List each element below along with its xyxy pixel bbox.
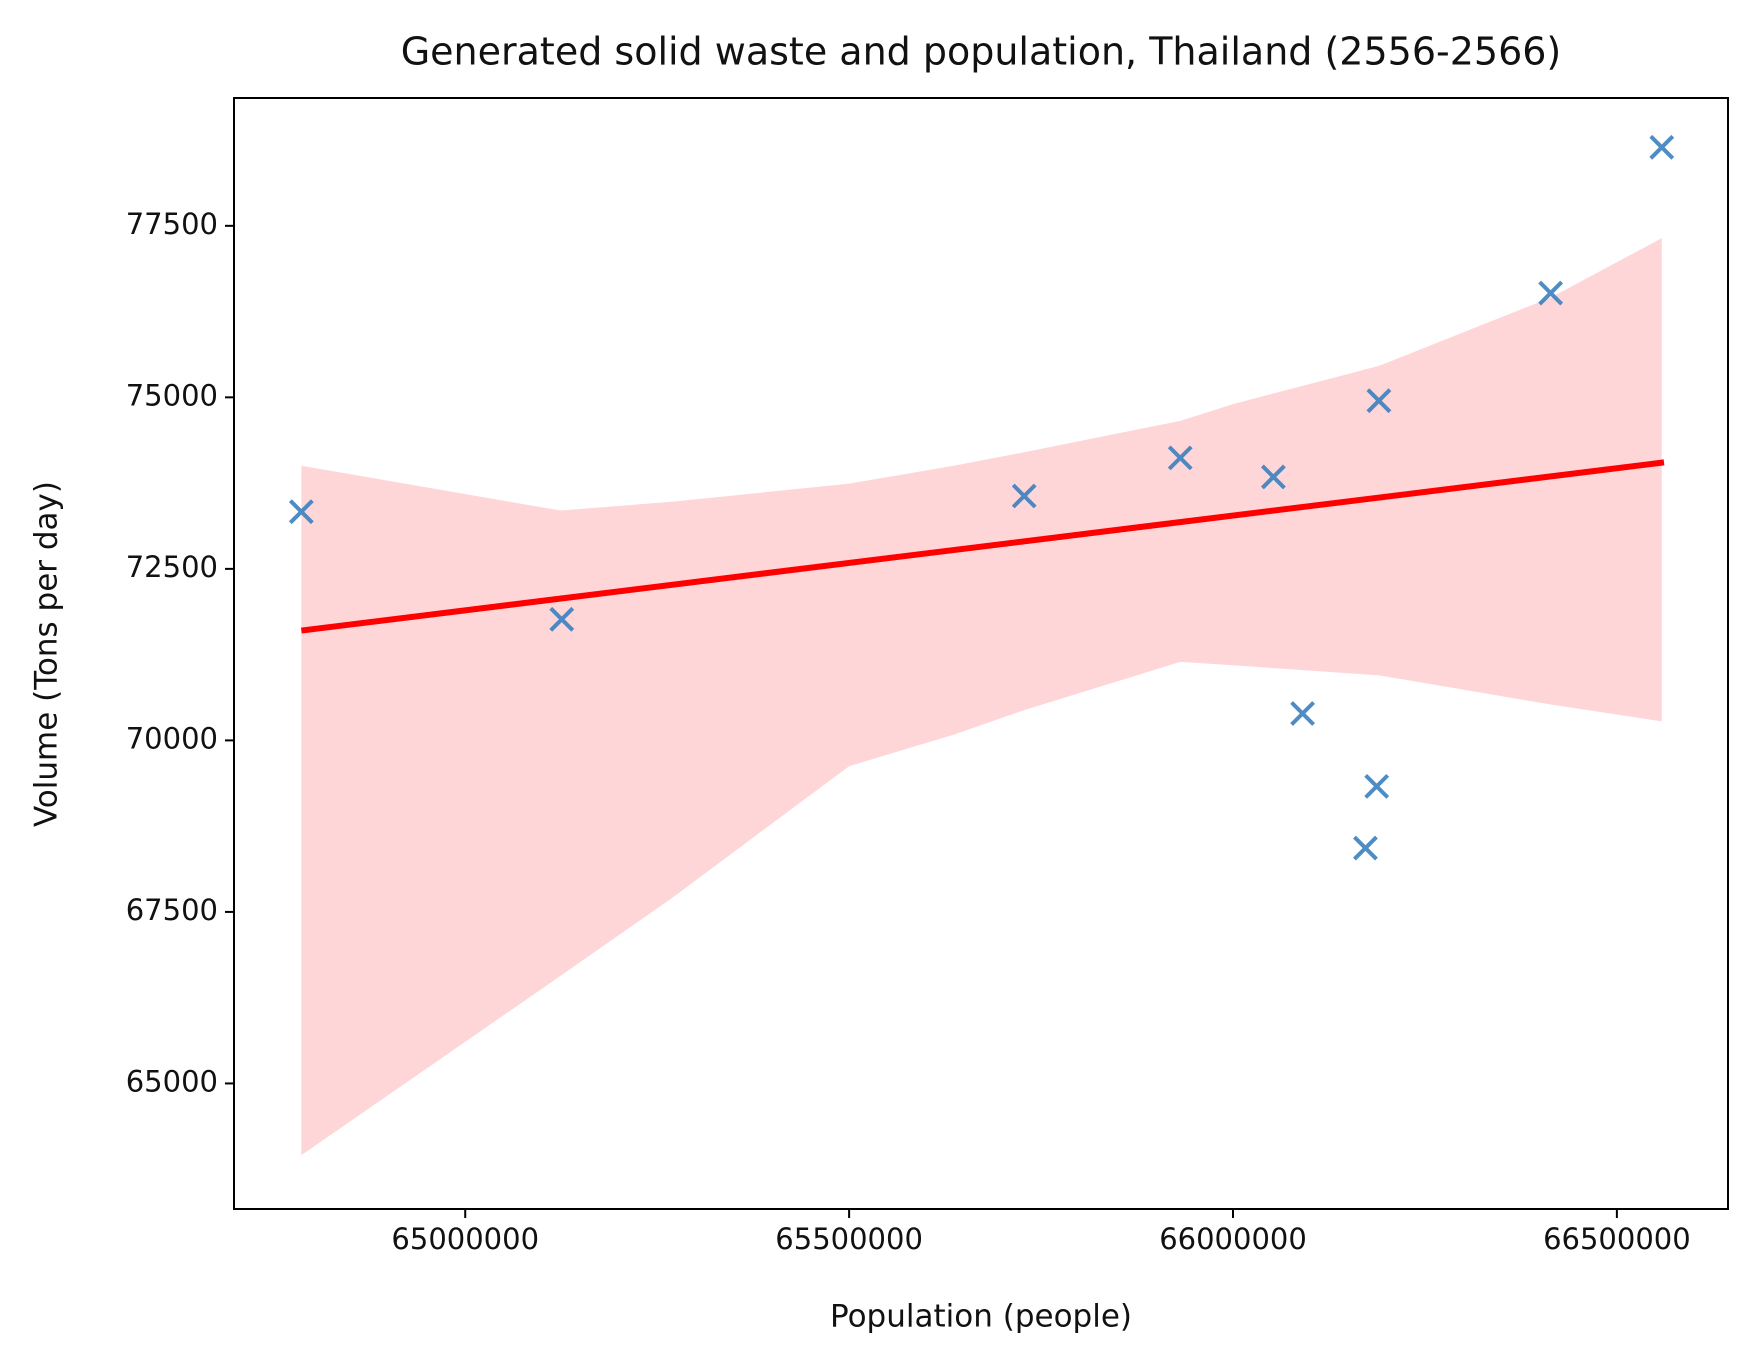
y-axis-label: Volume (Tons per day)	[29, 481, 65, 827]
chart-title: Generated solid waste and population, Th…	[401, 30, 1562, 74]
confidence-band	[301, 238, 1662, 1156]
x-tick-label: 65500000	[775, 1222, 923, 1256]
scatter-point	[1649, 134, 1675, 160]
y-tick-label: 72500	[126, 550, 218, 584]
y-tick-label: 75000	[126, 378, 218, 412]
fit-line	[300, 459, 1665, 634]
scatter-point	[1167, 445, 1193, 471]
scatter-point	[1364, 773, 1390, 799]
scatter-point	[1011, 483, 1037, 509]
y-tick-label: 77500	[126, 207, 218, 241]
scatter-point	[1353, 835, 1378, 861]
plot-frame	[233, 97, 1729, 1210]
scatter-point	[1538, 280, 1564, 306]
x-tick-label: 66500000	[1543, 1222, 1691, 1256]
y-tick-label: 70000	[126, 721, 218, 755]
scatter-point	[1366, 388, 1392, 414]
scatter-point	[1260, 464, 1286, 490]
scatter-point	[1290, 701, 1316, 726]
x-axis-label: Population (people)	[830, 1299, 1132, 1335]
y-tick-label: 65000	[126, 1064, 218, 1098]
scatter-point	[549, 606, 575, 632]
x-tick-label: 65000000	[391, 1222, 539, 1256]
y-tick-label: 67500	[126, 893, 218, 927]
scatter-point	[288, 499, 314, 525]
x-tick-label: 66000000	[1159, 1222, 1307, 1256]
